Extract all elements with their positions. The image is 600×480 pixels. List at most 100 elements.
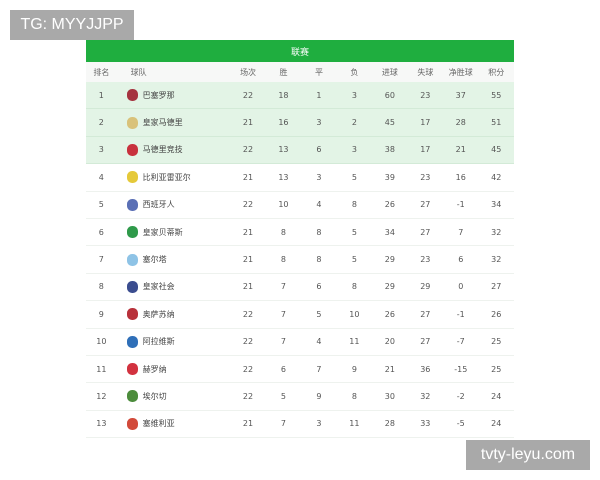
team-name: 巴塞罗那	[142, 90, 175, 100]
watermark-bottom-right: tvty-leyu.com	[466, 440, 590, 470]
rank: 2	[98, 118, 104, 128]
losses: 8	[351, 391, 357, 401]
espanyol-crest-icon	[126, 198, 138, 211]
table-row: 10 阿拉维斯 22 7 4 11 20 27 -7 25	[86, 329, 514, 356]
col-played: 场次	[240, 67, 257, 77]
goals-for: 26	[384, 309, 395, 319]
rank: 9	[98, 309, 104, 319]
goals-against: 27	[420, 227, 431, 237]
goals-against: 23	[420, 255, 431, 265]
rank: 6	[98, 227, 104, 237]
rank: 4	[98, 172, 104, 182]
rank: 12	[96, 391, 107, 401]
draws: 6	[316, 282, 322, 292]
table-row: 2 皇家马德里 21 16 3 2 45 17 28 51	[86, 109, 514, 137]
osasuna-crest-icon	[126, 308, 138, 321]
played: 21	[242, 255, 254, 265]
points: 34	[491, 200, 502, 210]
wins: 7	[280, 419, 286, 429]
rank: 7	[98, 255, 104, 265]
elche-crest-icon	[126, 390, 138, 403]
rank: 13	[96, 419, 107, 429]
points: 51	[491, 118, 502, 128]
rank: 10	[96, 337, 107, 347]
points: 24	[491, 391, 502, 401]
wins: 10	[278, 200, 289, 210]
goal-diff: 21	[455, 145, 466, 155]
draws: 8	[316, 227, 322, 237]
rank: 5	[98, 200, 104, 210]
team-cell: 皇家社会	[117, 280, 231, 293]
played: 21	[242, 172, 254, 182]
goal-diff: 7	[458, 227, 464, 237]
team-cell: 阿拉维斯	[117, 335, 231, 348]
goals-against: 23	[420, 90, 431, 100]
atletico-crest-icon	[126, 143, 138, 156]
played: 21	[242, 118, 254, 128]
goal-diff: 28	[455, 118, 466, 128]
team-cell: 马德里竞技	[117, 143, 231, 156]
wins: 13	[278, 145, 289, 155]
points: 45	[491, 145, 502, 155]
played: 22	[242, 364, 254, 374]
goals-for: 38	[384, 145, 395, 155]
team-name: 皇家社会	[142, 282, 175, 292]
team-name: 西班牙人	[142, 200, 175, 210]
draws: 9	[316, 391, 322, 401]
played: 21	[242, 227, 254, 237]
celta-crest-icon	[126, 253, 138, 266]
draws: 8	[316, 255, 322, 265]
goal-diff: -5	[456, 419, 465, 429]
played: 22	[242, 309, 254, 319]
team-name: 埃尔切	[142, 391, 167, 401]
draws: 3	[316, 172, 322, 182]
team-name: 奥萨苏纳	[142, 309, 175, 319]
goal-diff: 0	[458, 282, 464, 292]
team-name: 塞维利亚	[142, 419, 175, 429]
betis-crest-icon	[126, 226, 138, 239]
draws: 4	[316, 337, 322, 347]
wins: 7	[280, 282, 286, 292]
goals-for: 30	[384, 391, 395, 401]
points: 26	[491, 309, 502, 319]
losses: 11	[349, 419, 360, 429]
goal-diff: -7	[456, 337, 465, 347]
draws: 3	[316, 419, 322, 429]
losses: 5	[351, 227, 357, 237]
rank: 8	[98, 282, 104, 292]
points: 25	[491, 337, 502, 347]
losses: 8	[351, 200, 357, 210]
rank: 3	[98, 145, 104, 155]
team-cell: 巴塞罗那	[117, 89, 231, 102]
wins: 16	[278, 118, 289, 128]
losses: 9	[351, 364, 357, 374]
goals-for: 34	[384, 227, 395, 237]
col-points: 积分	[488, 67, 505, 77]
table-row: 13 塞维利亚 21 7 3 11 28 33 -5 24	[86, 411, 514, 439]
goal-diff: 16	[455, 172, 466, 182]
goals-against: 29	[420, 282, 431, 292]
table-header: 排名 球队 场次 胜 平 负 进球 失球 净胜球 积分	[86, 62, 514, 82]
goals-for: 60	[384, 90, 395, 100]
wins: 6	[280, 364, 286, 374]
goals-for: 26	[384, 200, 395, 210]
played: 21	[242, 419, 254, 429]
losses: 11	[349, 337, 360, 347]
team-cell: 塞尔塔	[117, 253, 231, 266]
team-cell: 比利亚雷亚尔	[117, 171, 231, 184]
team-cell: 赫罗纳	[117, 363, 231, 376]
played: 22	[242, 391, 254, 401]
goals-for: 21	[384, 364, 395, 374]
wins: 8	[280, 227, 286, 237]
table-row: 12 埃尔切 22 5 9 8 30 32 -2 24	[86, 383, 514, 411]
col-losses: 负	[350, 67, 359, 77]
played: 22	[242, 90, 254, 100]
table-row: 4 比利亚雷亚尔 21 13 3 5 39 23 16 42	[86, 164, 514, 192]
table-row: 5 西班牙人 22 10 4 8 26 27 -1 34	[86, 192, 514, 219]
points: 24	[491, 419, 502, 429]
goals-for: 29	[384, 255, 395, 265]
col-wins: 胜	[279, 67, 288, 77]
goal-diff: -1	[456, 200, 465, 210]
draws: 4	[316, 200, 322, 210]
wins: 7	[280, 309, 286, 319]
